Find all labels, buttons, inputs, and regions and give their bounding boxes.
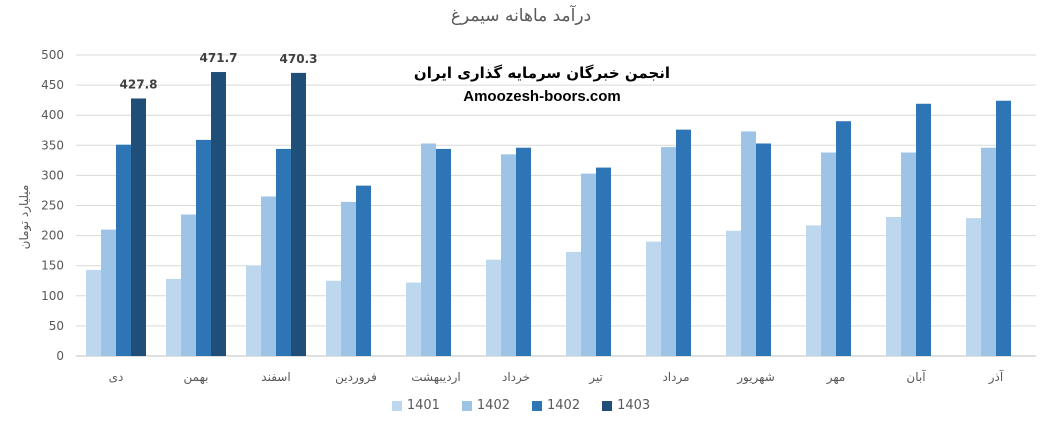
bar — [741, 131, 756, 356]
bar — [101, 229, 116, 356]
bar — [261, 196, 276, 356]
x-tick-label: شهریور — [736, 370, 775, 385]
x-tick-label: آذر — [988, 369, 1004, 385]
bar — [916, 103, 931, 357]
y-tick-label: 350 — [41, 138, 64, 152]
bar — [116, 144, 131, 356]
watermark-org-name: انجمن خبرگان سرمایه گذاری ایران — [413, 64, 671, 82]
bar — [806, 225, 821, 356]
bar — [486, 259, 501, 356]
bar — [566, 251, 581, 356]
data-label: 471.7 — [200, 51, 238, 65]
bar — [981, 147, 996, 356]
bar — [596, 167, 611, 356]
bar — [211, 72, 226, 357]
bar — [421, 143, 436, 356]
legend-item: 1403 — [602, 398, 650, 413]
bar — [406, 282, 421, 356]
y-tick-label: 450 — [41, 78, 64, 92]
y-tick-label: 100 — [41, 289, 64, 303]
y-tick-label: 50 — [49, 319, 64, 333]
legend-label: 1403 — [617, 398, 651, 413]
x-tick-label: اردیبهشت — [411, 370, 460, 385]
bar — [341, 201, 356, 356]
bar — [726, 230, 741, 356]
bar — [661, 147, 676, 356]
bar — [836, 121, 851, 356]
x-tick-label: آبان — [906, 369, 926, 384]
y-tick-label: 500 — [41, 48, 64, 62]
bar — [181, 214, 196, 356]
x-tick-label: دی — [109, 370, 124, 384]
legend-swatch — [602, 400, 613, 411]
x-tick-label: تیر — [588, 370, 603, 385]
legend-label: 1402 — [476, 398, 510, 413]
bar — [86, 269, 101, 356]
y-tick-label: 200 — [41, 229, 64, 243]
bar — [996, 100, 1011, 356]
legend-item: 1401 — [391, 398, 440, 413]
bar — [246, 265, 261, 356]
x-tick-label: اسفند — [261, 370, 290, 384]
bar — [436, 148, 451, 356]
legend-item: 1402 — [461, 398, 510, 413]
data-label: 470.3 — [280, 52, 318, 66]
bar — [966, 218, 981, 356]
bar — [756, 143, 771, 356]
bar — [131, 98, 146, 356]
legend-item: 1402 — [532, 398, 580, 413]
legend-swatch — [461, 400, 472, 411]
y-tick-label: 300 — [41, 168, 64, 182]
y-tick-label: 400 — [41, 108, 64, 122]
y-tick-label: 250 — [41, 199, 64, 213]
x-tick-label: خرداد — [502, 370, 530, 385]
bar — [646, 241, 661, 356]
legend-label: 1401 — [406, 398, 440, 413]
legend-swatch — [391, 400, 402, 411]
watermark-website: Amoozesh-boors.com — [463, 88, 621, 105]
bar — [276, 148, 291, 356]
bar — [581, 173, 596, 356]
x-tick-label: بهمن — [184, 370, 209, 385]
x-tick-label: مهر — [826, 370, 846, 385]
bar — [886, 216, 901, 356]
bar — [326, 280, 341, 356]
chart-title: درآمد ماهانه سیمرغ — [450, 6, 592, 26]
x-tick-label: فروردین — [335, 370, 377, 385]
bar — [166, 278, 181, 356]
bar — [901, 152, 916, 356]
chart-legend: 1401 1402 1402 1403 — [0, 398, 1042, 413]
data-label: 427.8 — [120, 77, 158, 91]
legend-label: 1402 — [547, 398, 581, 413]
y-tick-label: 0 — [56, 349, 64, 363]
bar — [516, 147, 531, 356]
bar — [356, 185, 371, 356]
bar — [821, 152, 836, 356]
y-tick-label: 150 — [41, 259, 64, 273]
bar — [291, 72, 306, 357]
legend-swatch — [532, 400, 542, 411]
bar — [196, 139, 211, 356]
x-tick-label: مرداد — [662, 370, 689, 385]
bar — [501, 154, 516, 356]
bar — [676, 129, 691, 356]
